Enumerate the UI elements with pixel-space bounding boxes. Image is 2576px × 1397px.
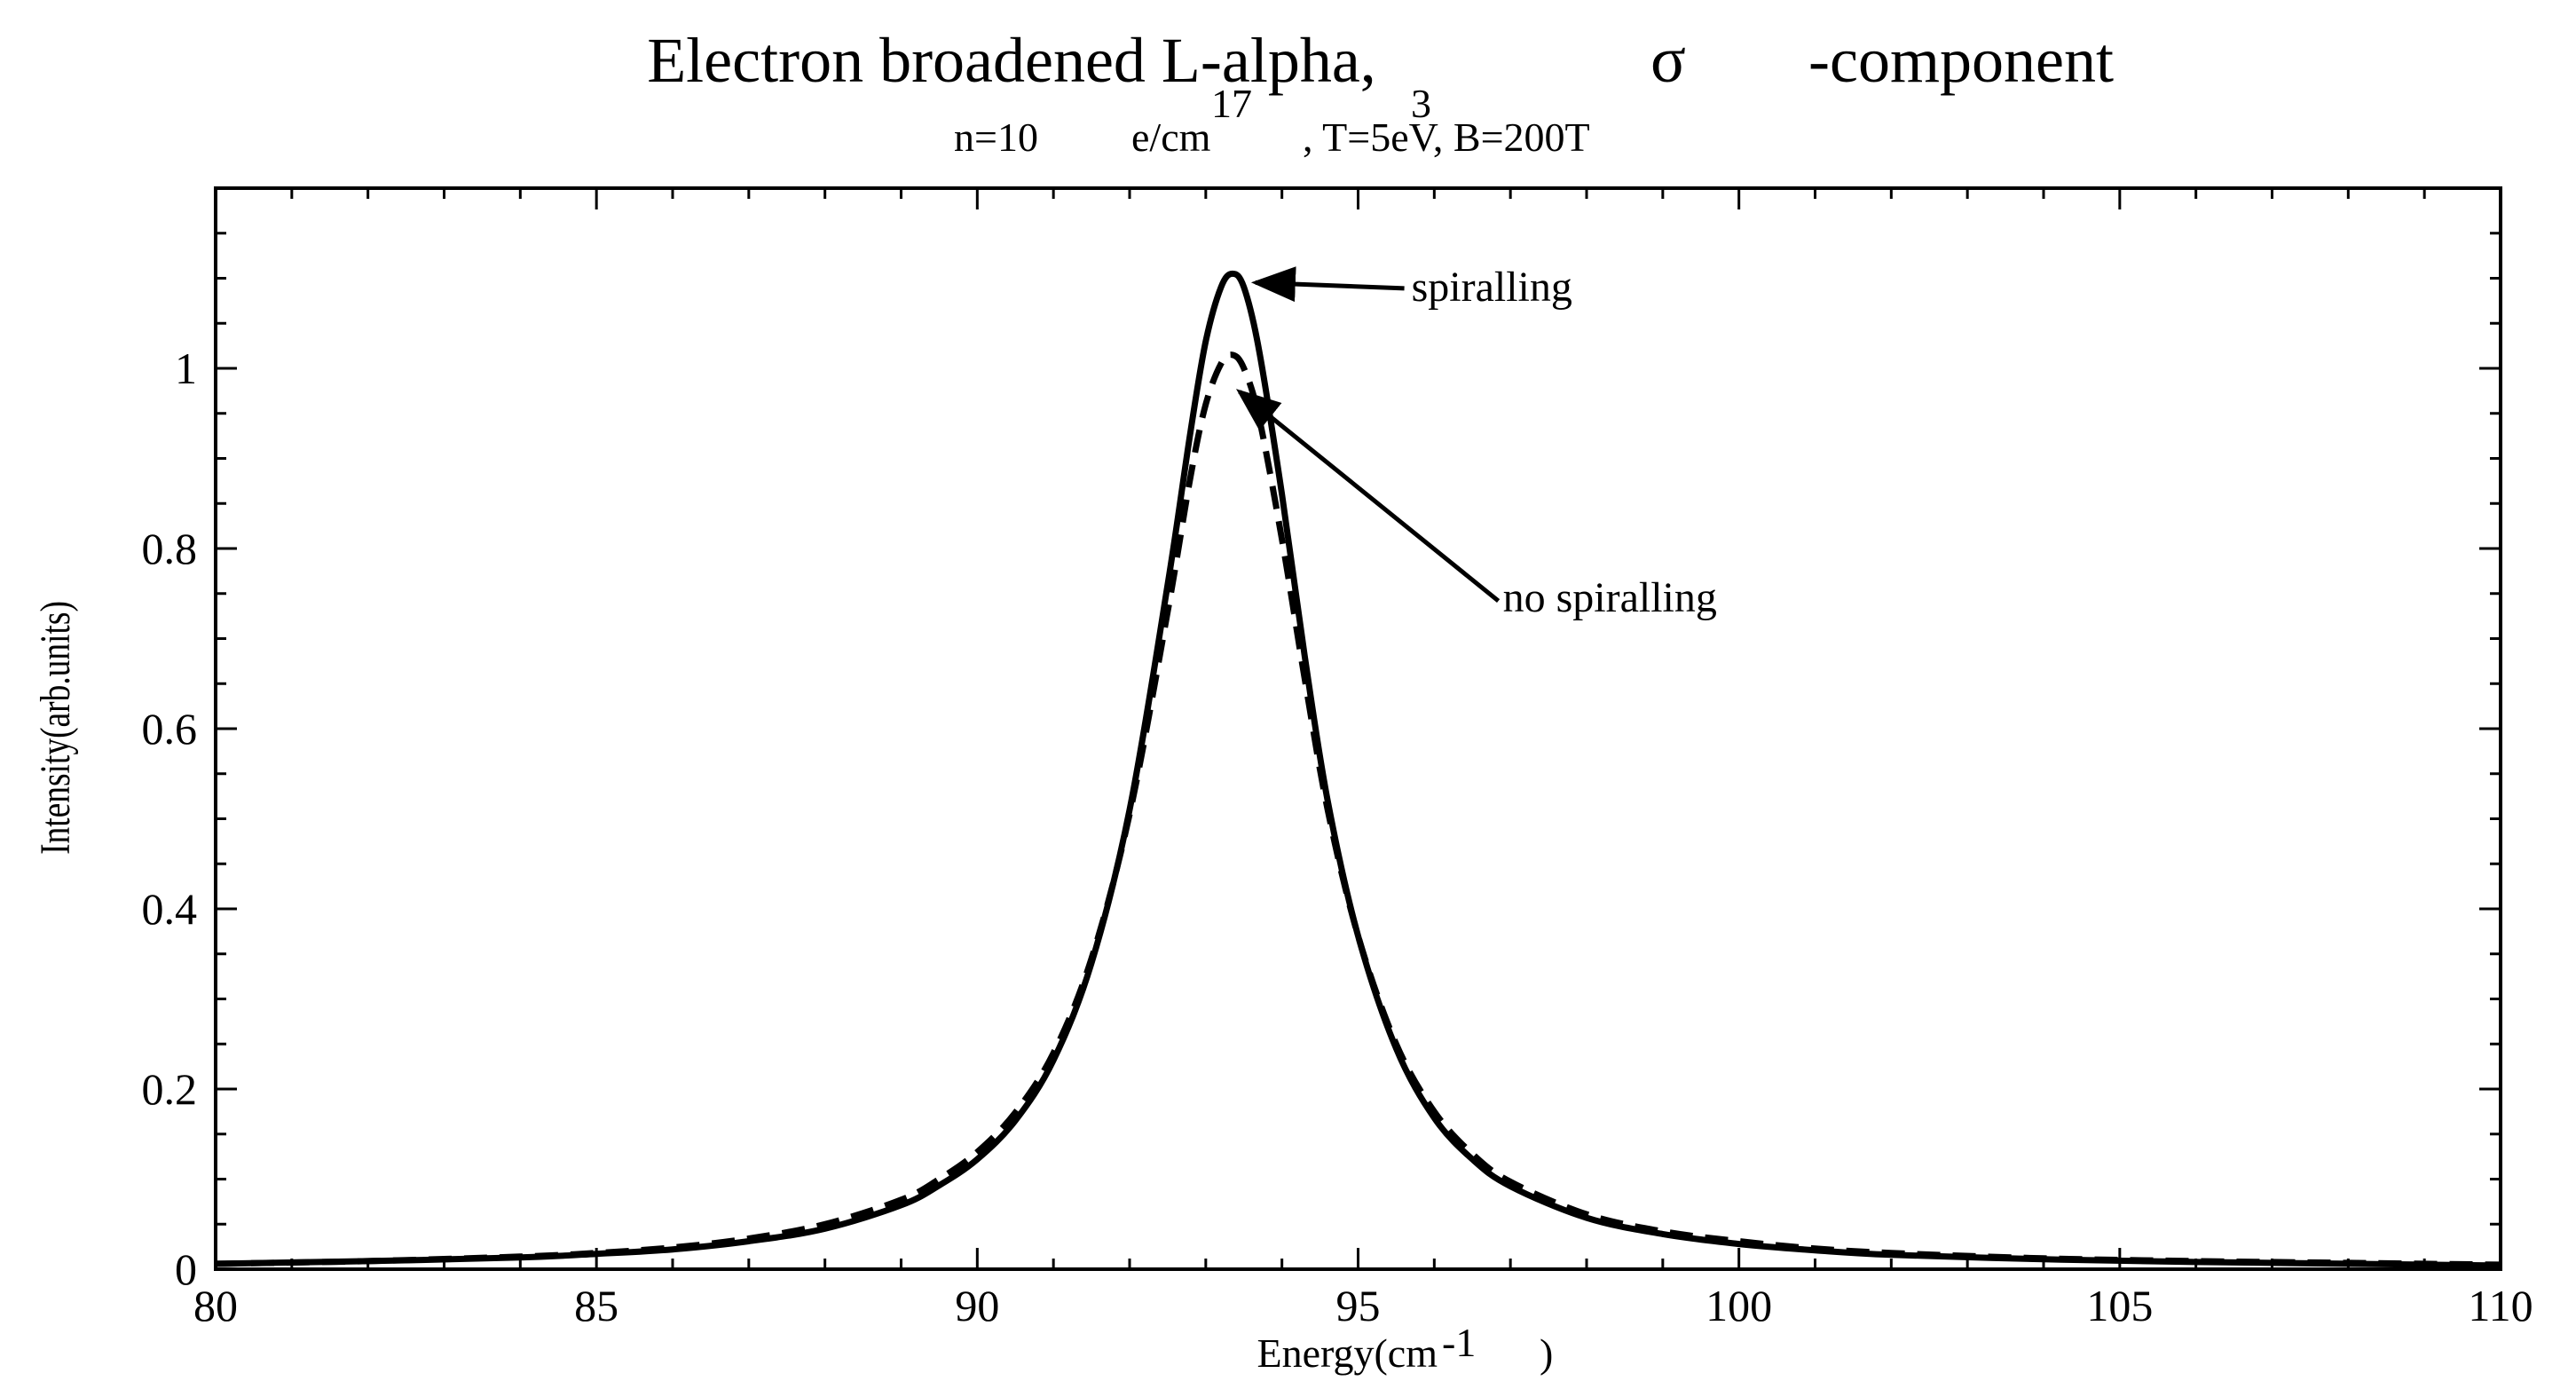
y-tick-label: 0.4 — [142, 884, 198, 934]
no-spiralling-annotation-label: no spiralling — [1503, 574, 1717, 621]
subtitle-unit: e/cm — [1131, 114, 1211, 160]
x-tick-label: 80 — [193, 1281, 238, 1330]
no-spiralling-arrow — [1235, 389, 1501, 603]
x-tick-label: 90 — [955, 1281, 999, 1330]
subtitle-conditions: , T=5eV, B=200T — [1303, 114, 1590, 160]
tick-marks — [214, 186, 2502, 1271]
y-axis-label: Intensity(arb.units) — [33, 601, 79, 855]
series-lines — [215, 270, 2501, 1269]
y-tick-label: 0 — [175, 1244, 197, 1294]
x-tick-label: 100 — [1706, 1281, 1772, 1330]
x-tick-label: 85 — [574, 1281, 618, 1330]
x-tick-labels: 80 85 90 95 100 105 110 — [193, 1281, 2533, 1330]
x-tick-label: 105 — [2086, 1281, 2153, 1330]
x-axis-label: Energy(cm — [1256, 1330, 1438, 1376]
title-sigma-symbol: σ — [1650, 24, 1686, 97]
annotations: spiralling no spiralling — [1235, 264, 1717, 621]
no-spiralling-series-line — [215, 351, 2501, 1268]
y-tick-label: 0.8 — [142, 524, 198, 573]
chart-title: Electron broadened L-alpha, — [647, 25, 1376, 96]
plot-frame — [214, 186, 2502, 1271]
title-suffix: -component — [1808, 25, 2114, 96]
y-tick-label: 0.2 — [142, 1064, 198, 1114]
y-tick-label: 1 — [175, 343, 197, 393]
x-tick-label: 95 — [1336, 1281, 1381, 1330]
x-tick-label: 110 — [2468, 1281, 2533, 1330]
spiralling-arrow — [1250, 266, 1405, 303]
spiralling-annotation-label: spiralling — [1412, 264, 1572, 311]
subtitle-unit-exponent: 3 — [1411, 81, 1431, 126]
subtitle-density: n=10 — [954, 114, 1038, 160]
y-tick-labels: 0 0.2 0.4 0.6 0.8 1 — [142, 343, 198, 1294]
x-axis-label-sup: -1 — [1442, 1320, 1476, 1365]
spiralling-series-line — [215, 270, 2501, 1269]
subtitle-density-exponent: 17 — [1211, 81, 1252, 126]
x-axis-label-close: ) — [1540, 1330, 1553, 1376]
y-tick-label: 0.6 — [142, 704, 198, 754]
